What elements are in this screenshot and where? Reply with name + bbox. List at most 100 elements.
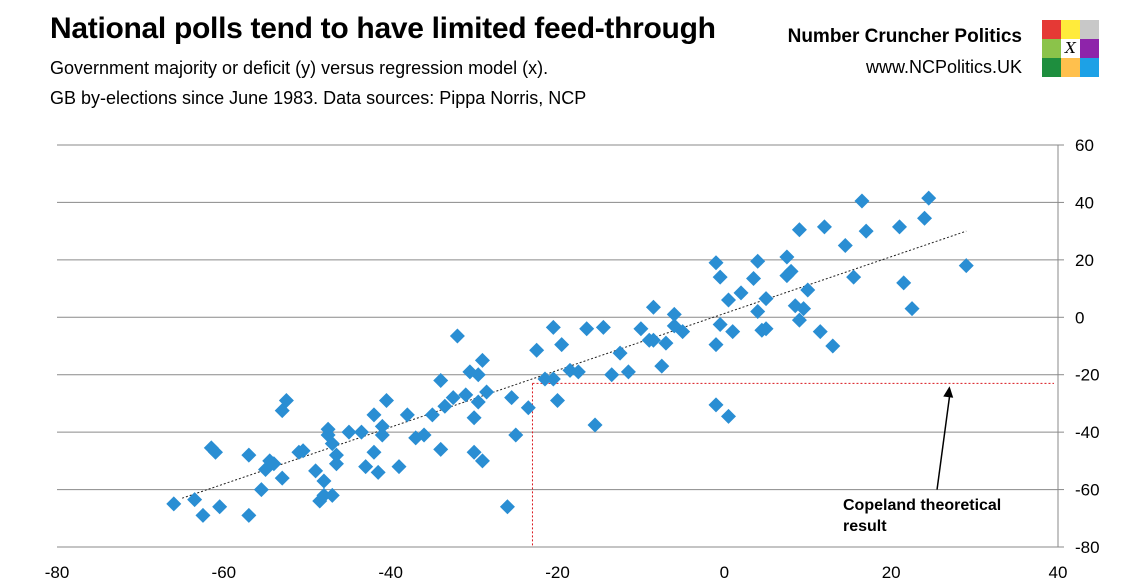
data-point	[187, 492, 203, 508]
x-axis-ticks: -80 -60 -40 -20 0 20 40	[45, 563, 1068, 582]
logo-cell: X	[1061, 39, 1080, 58]
data-point	[391, 459, 407, 475]
data-point	[712, 316, 728, 332]
logo-cell	[1080, 20, 1099, 39]
data-point	[278, 393, 294, 409]
data-point	[207, 444, 223, 460]
x-tick-label: 20	[882, 563, 901, 582]
data-point	[378, 393, 394, 409]
data-point	[783, 263, 799, 279]
y-tick-label: -40	[1075, 423, 1100, 442]
data-point	[825, 338, 841, 354]
data-point	[308, 463, 324, 479]
data-point	[341, 424, 357, 440]
data-point	[474, 453, 490, 469]
y-tick-label: -60	[1075, 481, 1100, 500]
data-point	[366, 407, 382, 423]
data-point	[708, 255, 724, 271]
annotation-arrow-line	[936, 396, 951, 490]
data-point	[812, 324, 828, 340]
data-point	[733, 285, 749, 301]
data-point	[466, 444, 482, 460]
data-point	[295, 443, 311, 459]
y-tick-label: 40	[1075, 193, 1094, 212]
data-point	[917, 210, 933, 226]
data-point	[654, 358, 670, 374]
y-tick-label: -80	[1075, 538, 1100, 557]
data-point	[470, 394, 486, 410]
data-point	[666, 306, 682, 322]
data-points	[166, 190, 974, 523]
data-point	[645, 299, 661, 315]
data-point	[520, 400, 536, 416]
chart-title: National polls tend to have limited feed…	[50, 12, 716, 45]
data-point	[274, 470, 290, 486]
data-point	[708, 337, 724, 353]
x-tick-label: -20	[545, 563, 570, 582]
brand-url[interactable]: www.NCPolitics.UK	[865, 57, 1022, 77]
data-point	[958, 258, 974, 274]
data-point	[370, 464, 386, 480]
data-point	[791, 222, 807, 238]
data-point	[708, 397, 724, 413]
data-point	[445, 390, 461, 406]
data-point	[846, 269, 862, 285]
logo-cell	[1042, 20, 1061, 39]
data-point	[796, 301, 812, 317]
data-point	[791, 312, 807, 328]
data-point	[725, 324, 741, 340]
data-point	[479, 384, 495, 400]
chart-source-note: GB by-elections since June 1983. Data so…	[50, 88, 587, 108]
data-point	[241, 447, 257, 463]
logo-cell	[1042, 58, 1061, 77]
data-point	[212, 499, 228, 515]
data-point	[324, 487, 340, 503]
data-point	[904, 301, 920, 317]
logo-cell	[1061, 58, 1080, 77]
y-tick-label: 20	[1075, 251, 1094, 270]
data-point	[253, 482, 269, 498]
data-point	[508, 427, 524, 443]
data-point	[374, 427, 390, 443]
data-point	[554, 337, 570, 353]
logo-cell	[1061, 20, 1080, 39]
data-point	[721, 408, 737, 424]
data-point	[353, 424, 369, 440]
logo-cell	[1080, 39, 1099, 58]
reference-lines	[531, 382, 1054, 547]
data-point	[458, 387, 474, 403]
gridlines	[57, 144, 1064, 548]
annotation-arrowhead	[943, 386, 954, 398]
data-point	[166, 496, 182, 512]
annotation-group: Copeland theoretical result	[843, 386, 1001, 535]
annotation-label: result	[843, 518, 887, 535]
data-point	[896, 275, 912, 291]
y-tick-label: -20	[1075, 366, 1100, 385]
data-point	[320, 421, 336, 437]
y-tick-label: 0	[1075, 308, 1084, 327]
data-point	[758, 321, 774, 337]
data-point	[800, 282, 816, 298]
data-point	[645, 332, 661, 348]
data-point	[399, 407, 415, 423]
data-point	[750, 253, 766, 269]
data-point	[758, 291, 774, 307]
data-point	[620, 364, 636, 380]
chart-subtitle: Government majority or deficit (y) versu…	[50, 58, 549, 78]
data-point	[474, 352, 490, 368]
data-point	[433, 441, 449, 457]
x-tick-label: 40	[1049, 563, 1068, 582]
data-point	[241, 507, 257, 523]
data-point	[366, 444, 382, 460]
x-tick-label: -80	[45, 563, 70, 582]
data-point	[633, 321, 649, 337]
data-point	[750, 304, 766, 320]
data-point	[545, 319, 561, 335]
data-point	[658, 335, 674, 351]
data-point	[449, 328, 465, 344]
data-point	[537, 371, 553, 387]
data-point	[316, 473, 332, 489]
data-point	[858, 223, 874, 239]
data-point	[358, 459, 374, 475]
